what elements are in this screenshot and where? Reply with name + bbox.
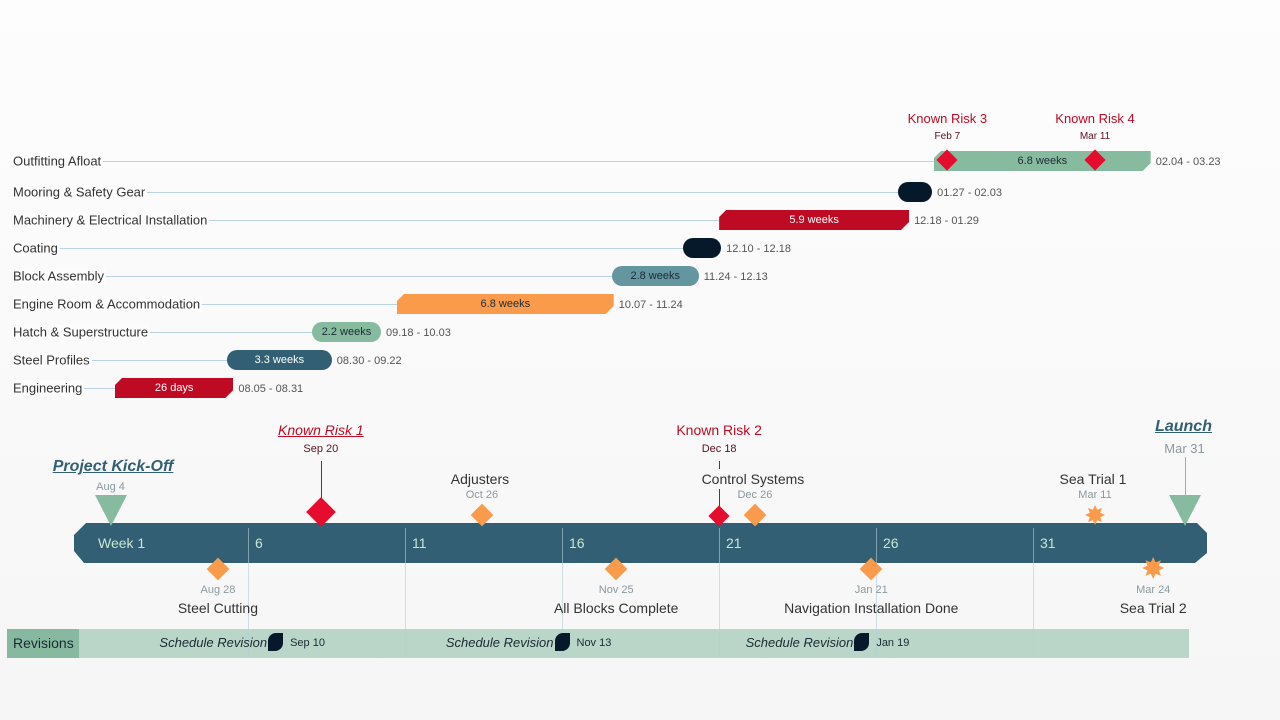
- week-tick-label: 31: [1040, 535, 1056, 551]
- milestone-date: Nov 25: [598, 584, 634, 596]
- task-bar[interactable]: 5.9 weeks: [719, 210, 909, 230]
- revision-icon: [554, 633, 570, 651]
- star-icon: [1085, 505, 1106, 525]
- risk-stem: [320, 461, 322, 501]
- task-label: Coating: [13, 240, 60, 256]
- milestone-date: Mar 11: [1078, 489, 1112, 501]
- revision-date: Nov 13: [576, 637, 612, 649]
- milestone-stem: [1184, 457, 1186, 497]
- risk-diamond-icon: [305, 497, 336, 527]
- milestone-date: Aug 4: [96, 481, 125, 493]
- task-date-range: 11.24 - 12.13: [703, 271, 768, 283]
- milestone-diamond-icon: [743, 503, 767, 527]
- task-label: Block Assembly: [13, 268, 107, 284]
- milestone-title: Project Kick-Off: [52, 458, 174, 475]
- week-tick-label: 21: [726, 535, 742, 551]
- revision-label: Schedule Revision: [159, 635, 268, 650]
- week-tick-label: 16: [569, 535, 585, 551]
- task-label: Machinery & Electrical Installation: [13, 212, 210, 228]
- timeline-band: [74, 523, 1207, 563]
- milestone-triangle-icon: [94, 495, 127, 526]
- milestone-title: Launch: [1155, 418, 1212, 435]
- week-tick-label: 26: [883, 535, 899, 551]
- milestone-date: Mar 31: [1164, 441, 1205, 456]
- milestone-label: Navigation Installation Done: [784, 600, 959, 616]
- revisions-band: [7, 629, 1189, 658]
- revision-label: Schedule Revision: [745, 635, 854, 650]
- task-label: Engineering: [13, 380, 85, 396]
- milestone-label: Control Systems: [701, 471, 805, 487]
- task-bar[interactable]: 6.8 weeks: [934, 151, 1151, 171]
- row-gridline: [13, 192, 899, 193]
- task-label: Steel Profiles: [13, 352, 92, 368]
- task-bar[interactable]: 2.2 weeks: [311, 322, 382, 342]
- task-date-range: 08.30 - 09.22: [336, 355, 402, 367]
- risk-label: Known Risk 3: [907, 111, 988, 126]
- row-gridline: [13, 161, 934, 162]
- risk-date: Mar 11: [1079, 131, 1111, 142]
- milestone-label: Adjusters: [450, 471, 510, 487]
- task-date-range: 12.10 - 12.18: [726, 243, 791, 255]
- task-label: Engine Room & Accommodation: [13, 296, 203, 312]
- revision-date: Jan 19: [876, 637, 910, 649]
- star-icon: [1142, 557, 1165, 579]
- week-gridline: [1033, 528, 1034, 658]
- task-bar[interactable]: 2.8 weeks: [611, 266, 699, 286]
- milestone-label: Sea Trial 2: [1119, 600, 1187, 616]
- risk-label: Known Risk 1: [278, 422, 364, 438]
- task-date-range: 12.18 - 01.29: [914, 215, 979, 227]
- revision-icon: [268, 633, 284, 651]
- week-gridline: [405, 528, 406, 658]
- task-bar[interactable]: 26 days: [115, 378, 233, 398]
- week-tick-label: 11: [412, 535, 427, 551]
- task-bar[interactable]: 6.8 weeks: [397, 294, 614, 314]
- risk-stem: [719, 489, 721, 509]
- milestone-date: Dec 26: [737, 489, 773, 501]
- milestone-triangle-icon: [1168, 495, 1201, 526]
- milestone-label: All Blocks Complete: [553, 600, 679, 616]
- milestone-label: Steel Cutting: [177, 600, 259, 616]
- risk-date: Feb 7: [934, 131, 961, 142]
- task-bar[interactable]: [898, 182, 933, 202]
- task-date-range: 10.07 - 11.24: [618, 299, 683, 311]
- risk-date: Sep 20: [303, 443, 339, 455]
- risk-label: Known Risk 4: [1055, 111, 1135, 126]
- row-gridline: [13, 276, 612, 277]
- task-label: Outfitting Afloat: [13, 153, 104, 169]
- milestone-date: Aug 28: [200, 584, 236, 596]
- task-bar[interactable]: [683, 238, 722, 258]
- week-tick-label: Week 1: [98, 535, 146, 551]
- week-gridline: [876, 528, 877, 658]
- row-gridline: [13, 304, 397, 305]
- week-tick-label: 6: [255, 535, 263, 551]
- milestone-date: Mar 24: [1136, 584, 1171, 596]
- row-gridline: [13, 220, 720, 221]
- risk-label: Known Risk 2: [676, 422, 762, 438]
- risk-stem: [719, 461, 721, 469]
- revision-icon: [854, 633, 870, 651]
- revision-label: Schedule Revision: [445, 635, 554, 650]
- task-date-range: 09.18 - 10.03: [386, 327, 451, 339]
- row-gridline: [13, 360, 227, 361]
- task-date-range: 02.04 - 03.23: [1155, 156, 1221, 168]
- row-gridline: [13, 248, 684, 249]
- milestone-label: Sea Trial 1: [1059, 471, 1127, 487]
- revisions-label: Revisions: [7, 629, 79, 658]
- task-label: Hatch & Superstructure: [13, 324, 151, 340]
- task-date-range: 01.27 - 02.03: [937, 187, 1002, 199]
- risk-date: Dec 18: [701, 443, 737, 455]
- milestone-date: Jan 21: [854, 584, 888, 596]
- milestone-date: Oct 26: [465, 489, 499, 501]
- task-bar[interactable]: 3.3 weeks: [226, 350, 332, 370]
- milestone-diamond-icon: [470, 503, 494, 527]
- revision-date: Sep 10: [290, 637, 325, 649]
- week-gridline: [248, 528, 249, 658]
- task-date-range: 08.05 - 08.31: [238, 383, 304, 395]
- week-gridline: [719, 528, 720, 658]
- week-gridline: [562, 528, 563, 658]
- row-gridline: [13, 332, 312, 333]
- task-label: Mooring & Safety Gear: [13, 184, 148, 200]
